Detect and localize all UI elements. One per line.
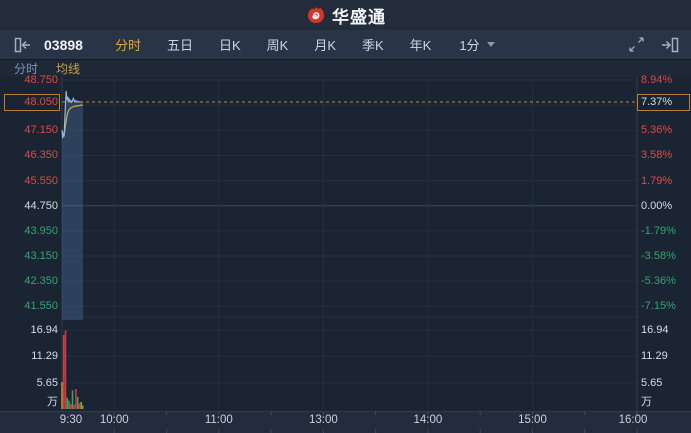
price-series-line [61,90,83,139]
price-axis-label: 44.750 [24,199,58,212]
price-axis-label: 46.350 [24,149,58,162]
volume-unit-label: 万 [641,396,652,408]
time-axis-label: 13:00 [308,414,338,426]
fullscreen-icon[interactable] [625,34,647,56]
chart-legend: 分时 均线 [0,60,691,77]
percent-axis-label: -5.36% [641,275,676,288]
volume-axis-label: 11.29 [641,350,668,363]
toolbar-tab-0[interactable]: 分时 [114,38,141,53]
time-axis-label: 16:00 [618,414,648,426]
chevron-down-icon [486,42,495,47]
huashengtong-logo-icon [305,4,327,26]
current-price-label: 48.050 [24,96,58,108]
legend-item-0[interactable]: 分时 [14,62,39,76]
price-area-fill [62,91,83,320]
current-price-box [4,93,60,111]
volume-axis-label: 5.65 [36,376,58,389]
percent-axis-label: 8.94% [641,74,673,86]
price-axis-label: 43.150 [24,250,58,263]
price-axis-label: 41.550 [24,300,58,313]
time-axis-label: 10:00 [99,414,129,426]
toolbar-tab-1[interactable]: 五日 [166,38,193,53]
time-axis-label: 9:30 [59,414,83,426]
current-change-box [637,93,690,111]
grid-layer [61,77,638,411]
price-axis-label: 48.750 [24,74,58,86]
volume-axis-label: 16.94 [641,324,669,337]
toolbar-tab-6[interactable]: 年K [409,38,432,53]
volume-axis-label: 11.29 [31,350,58,363]
chart-toolbar: 03898 分时 五日 日K 周K 月K 季K 年K 1分 [0,30,691,60]
volume-bars [61,330,84,409]
toolbar-tabs: 分时 五日 日K 周K 月K 季K 年K [89,35,431,54]
price-axis-label: 45.550 [24,174,58,187]
app-header: 华盛通 [0,0,691,30]
time-axis-label: 11:00 [204,414,233,426]
volume-axis-label: 16.94 [30,324,58,337]
time-axis-label: 15:00 [518,414,547,426]
period-selector-value: 1分 [459,38,480,53]
toolbar-tab-2[interactable]: 日K [218,38,241,53]
time-axis[interactable] [0,411,691,433]
app-title: 华盛通 [332,7,386,27]
period-selector[interactable]: 1分 [459,35,495,54]
price-axis-label: 47.150 [24,124,58,137]
percent-axis-label: -1.79% [641,224,676,237]
percent-axis-label: 3.58% [641,149,673,162]
toolbar-tab-4[interactable]: 月K [314,38,336,53]
percent-axis-label: -3.58% [641,250,676,263]
stock-code: 03898 [44,36,83,53]
legend-item-1[interactable]: 均线 [56,62,81,76]
price-axis-label: 42.350 [24,275,58,288]
ma-series-line [61,104,83,137]
collapse-left-panel-icon[interactable] [12,34,34,56]
percent-axis-label: -7.15% [641,300,676,313]
toolbar-tab-3[interactable]: 周K [266,38,289,53]
time-axis-label: 14:00 [413,414,443,426]
volume-unit-label: 万 [47,396,58,408]
price-axis-label: 43.950 [24,224,58,237]
percent-axis-label: 0.00% [641,199,673,212]
toolbar-tab-5[interactable]: 季K [361,38,384,53]
volume-axis-label: 5.65 [641,376,663,389]
percent-axis-label: 5.36% [641,124,673,137]
current-change-label: 7.37% [641,96,673,108]
percent-axis-label: 1.79% [641,174,673,187]
open-right-panel-icon[interactable] [659,34,681,56]
